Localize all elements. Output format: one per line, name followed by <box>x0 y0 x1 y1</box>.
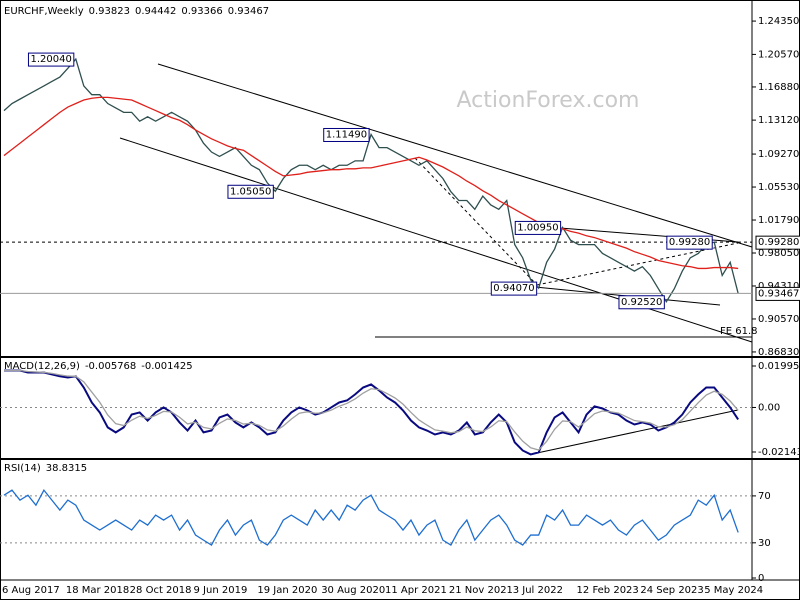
current-price-label: 0.93467 <box>758 288 799 299</box>
fe-label: FE 61.8 <box>720 326 758 337</box>
readout-value: 38.8315 <box>46 463 87 474</box>
y-tick-label: 0.94310 <box>758 281 799 292</box>
series-line <box>3 57 739 304</box>
x-tick-label: 18 Mar 2018 <box>66 585 129 596</box>
y-tick-label: 1.05530 <box>758 182 799 193</box>
y-tick-label: 0.00 <box>758 402 780 413</box>
x-tick-label: 21 Nov 2021 <box>449 585 513 596</box>
x-tick-label: 19 Jan 2020 <box>257 585 317 596</box>
x-tick-label: 3 Jul 2022 <box>513 585 563 596</box>
y-tick-label: 1.20570 <box>758 49 799 60</box>
readout-value: -0.005768 <box>85 361 136 372</box>
y-tick-label: 0.98050 <box>758 248 799 259</box>
y-tick-label: 0.90570 <box>758 314 799 325</box>
panel-header: RSI(14) 38.8315 <box>4 463 87 474</box>
price-annotation: 1.00950 <box>517 222 558 233</box>
panel-title: MACD(12,26,9) <box>4 361 80 372</box>
y-tick-label: 70 <box>758 491 771 502</box>
watermark: ActionForex.com <box>457 88 640 113</box>
price-annotation-box <box>227 184 274 199</box>
y-tick-label: 1.24350 <box>758 16 799 27</box>
price-annotation-box <box>27 52 75 67</box>
x-tick-label: 12 Feb 2023 <box>577 585 639 596</box>
y-tick-label: -0.021434 <box>758 447 800 458</box>
x-tick-label: 5 May 2024 <box>704 585 763 596</box>
price-annotation: 1.11490 <box>326 129 367 140</box>
y-tick-label: 1.16880 <box>758 82 799 93</box>
dashed-trend-line <box>414 157 538 286</box>
panel-title: RSI(14) <box>4 463 41 474</box>
y-tick-label: 0.019954 <box>758 361 800 372</box>
price-annotation: 1.05050 <box>230 186 271 197</box>
y-tick-label: 1.09270 <box>758 149 799 160</box>
readout-value: 0.93467 <box>228 6 269 17</box>
price-annotation-box <box>666 235 713 250</box>
price-annotation-box <box>323 127 370 142</box>
y-tick-label: 30 <box>758 538 771 549</box>
readout-value: 0.94442 <box>135 6 176 17</box>
dashed-trend-line <box>536 242 739 286</box>
price-annotation: 1.20040 <box>30 54 71 65</box>
x-tick-label: 24 Sep 2023 <box>640 585 703 596</box>
readout-value: 0.93823 <box>89 6 130 17</box>
readout-value: -0.001425 <box>141 361 192 372</box>
panel-title: EURCHF,Weekly <box>4 6 84 17</box>
price-annotation: 0.94070 <box>493 283 534 294</box>
panel-header: EURCHF,Weekly 0.93823 0.94442 0.93366 0.9346… <box>4 6 269 17</box>
level-label: 0.99280 <box>758 237 799 248</box>
series-line <box>4 369 739 451</box>
y-tick-label: 0 <box>758 573 764 584</box>
x-tick-label: 11 Apr 2021 <box>385 585 447 596</box>
channel-line <box>157 63 753 248</box>
price-annotation: 0.99280 <box>669 237 710 248</box>
price-annotation-box <box>490 281 538 296</box>
y-tick-label: 1.01790 <box>758 215 799 226</box>
x-tick-label: 9 Jun 2019 <box>194 585 248 596</box>
price-annotation-box <box>618 295 665 310</box>
current-price-label-box <box>755 286 800 301</box>
price-annotation: 0.92520 <box>621 297 662 308</box>
x-tick-label: 28 Oct 2018 <box>130 585 192 596</box>
series-line <box>3 488 739 546</box>
y-tick-label: 1.13120 <box>758 115 799 126</box>
x-tick-label: 6 Aug 2017 <box>2 585 60 596</box>
price-annotation-box <box>514 220 562 235</box>
level-label-box <box>755 235 800 250</box>
readout-value: 0.93366 <box>181 6 222 17</box>
panel-header: MACD(12,26,9) -0.005768 -0.001425 <box>4 361 193 372</box>
x-tick-label: 30 Aug 2020 <box>321 585 385 596</box>
y-tick-label: 0.86830 <box>758 347 799 358</box>
macd-trend-line <box>536 409 739 454</box>
series-line <box>3 96 739 270</box>
